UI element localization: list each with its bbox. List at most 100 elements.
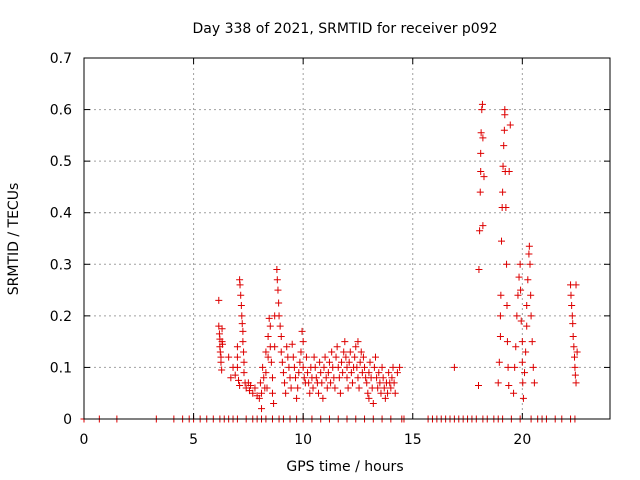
data-point: [361, 363, 369, 371]
data-point: [517, 286, 525, 294]
data-point: [237, 291, 245, 299]
data-point: [227, 374, 235, 382]
data-point: [262, 369, 270, 377]
data-point: [357, 348, 365, 356]
data-point: [345, 358, 353, 366]
data-point: [381, 394, 389, 402]
data-point: [240, 358, 248, 366]
data-point: [518, 358, 526, 366]
data-point: [268, 389, 276, 397]
data-point: [225, 353, 233, 361]
data-point: [233, 363, 241, 371]
data-point: [282, 389, 290, 397]
data-point: [341, 338, 349, 346]
data-point: [216, 348, 224, 356]
data-point: [371, 353, 379, 361]
data-point: [503, 338, 511, 346]
data-point: [275, 299, 283, 307]
data-point: [501, 106, 509, 114]
data-point: [251, 384, 259, 392]
data-point: [480, 173, 488, 181]
data-point: [270, 400, 278, 408]
data-point: [262, 348, 270, 356]
data-point: [334, 363, 342, 371]
data-point: [355, 384, 363, 392]
data-point: [217, 358, 225, 366]
data-point: [525, 250, 533, 258]
data-point: [354, 374, 362, 382]
data-point: [476, 227, 484, 235]
y-tick-label: 0.4: [50, 206, 72, 222]
data-point: [370, 363, 378, 371]
data-point: [291, 374, 299, 382]
data-point: [238, 312, 246, 320]
data-point: [494, 379, 502, 387]
data-point: [519, 379, 527, 387]
data-point: [236, 381, 244, 389]
data-point: [450, 363, 458, 371]
data-point: [233, 343, 241, 351]
data-point: [289, 353, 297, 361]
data-point: [369, 400, 377, 408]
data-point: [391, 389, 399, 397]
data-point: [240, 369, 248, 377]
data-point: [479, 134, 487, 142]
data-point: [235, 376, 243, 384]
data-point: [521, 369, 529, 377]
data-point: [293, 394, 301, 402]
data-point: [352, 343, 360, 351]
data-point: [518, 338, 526, 346]
data-point: [237, 302, 245, 310]
data-point: [569, 332, 577, 340]
data-point: [387, 384, 395, 392]
data-point: [256, 379, 264, 387]
data-point: [215, 296, 223, 304]
data-point: [236, 281, 244, 289]
y-tick-label: 0: [63, 412, 72, 428]
data-point: [373, 374, 381, 382]
data-point: [277, 332, 285, 340]
data-point: [354, 338, 362, 346]
data-point: [496, 312, 504, 320]
data-point: [315, 389, 323, 397]
data-point: [297, 348, 305, 356]
data-point: [374, 384, 382, 392]
data-point: [339, 369, 347, 377]
data-point: [527, 312, 535, 320]
data-point: [277, 348, 285, 356]
data-point: [312, 374, 320, 382]
data-point: [364, 389, 372, 397]
data-point: [264, 332, 272, 340]
data-point: [276, 322, 284, 330]
data-point: [218, 325, 226, 333]
data-point: [264, 353, 272, 361]
data-point: [510, 389, 518, 397]
data-point: [523, 322, 531, 330]
data-point: [279, 369, 287, 377]
data-point: [346, 348, 354, 356]
data-point: [396, 363, 404, 371]
data-point: [390, 379, 398, 387]
data-point: [378, 363, 386, 371]
data-point: [268, 374, 276, 382]
data-point: [351, 353, 359, 361]
data-point: [342, 353, 350, 361]
data-point: [239, 338, 247, 346]
data-point: [359, 353, 367, 361]
data-point: [335, 374, 343, 382]
data-point: [258, 405, 266, 413]
data-point: [231, 371, 239, 379]
y-tick-label: 0.3: [50, 257, 72, 273]
data-point: [273, 265, 281, 273]
data-point: [569, 320, 577, 328]
data-point: [249, 389, 257, 397]
x-tick-label: 15: [404, 432, 422, 448]
data-point: [502, 204, 510, 212]
data-point: [260, 374, 268, 382]
data-point: [263, 384, 271, 392]
data-point: [238, 320, 246, 328]
data-point: [322, 374, 330, 382]
data-point: [321, 353, 329, 361]
data-point: [295, 369, 303, 377]
chart-title: Day 338 of 2021, SRMTID for receiver p09…: [192, 21, 497, 37]
